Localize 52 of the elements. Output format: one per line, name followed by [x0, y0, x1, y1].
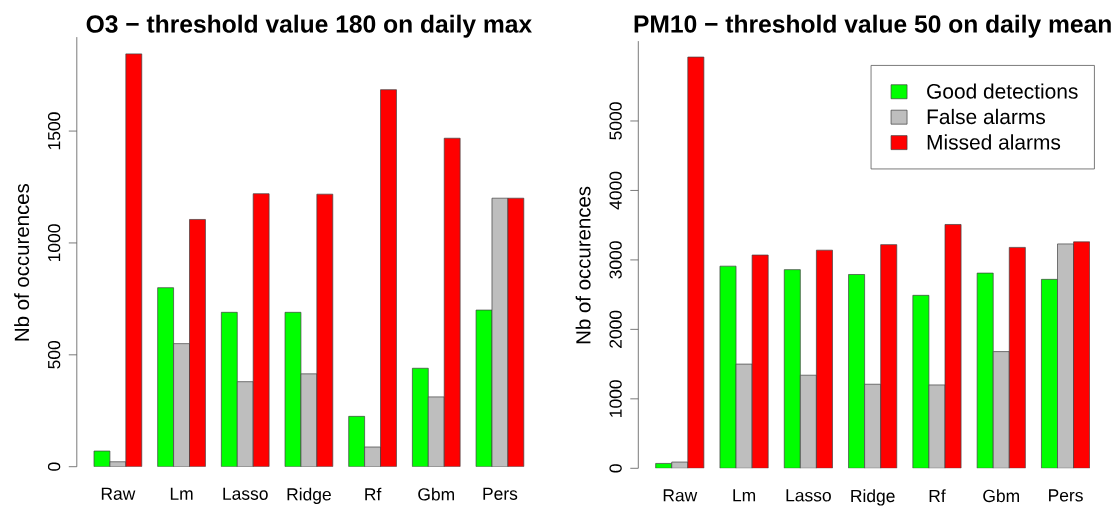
- legend-label: False alarms: [927, 108, 1046, 125]
- bar: [380, 89, 397, 467]
- x-tick-label: Lasso: [223, 487, 268, 500]
- y-tick-label: 4000: [609, 171, 622, 210]
- bar: [427, 396, 445, 467]
- bar: [236, 381, 254, 467]
- bar: [1041, 279, 1058, 469]
- x-tick-label: Rf: [365, 487, 382, 501]
- x-tick-label: Lm: [733, 489, 756, 502]
- bar: [783, 269, 801, 469]
- x-tick-label: Gbm: [983, 489, 1019, 503]
- y-axis-title: Nb of occurences: [575, 186, 591, 344]
- x-tick-label: Raw: [663, 489, 698, 502]
- y-tick-label: 5000: [609, 102, 622, 140]
- x-tick-label: Pers: [483, 487, 518, 500]
- x-tick-label: Pers: [1049, 489, 1083, 502]
- y-tick-label: 0: [47, 462, 61, 471]
- x-tick-label: Lasso: [786, 489, 831, 502]
- bar: [751, 254, 769, 469]
- y-tick-label: 2000: [609, 310, 622, 348]
- bar: [221, 311, 238, 467]
- bar: [880, 244, 898, 469]
- bar: [912, 294, 930, 469]
- x-tick-label: Ridge: [287, 487, 331, 504]
- bar: [173, 343, 190, 467]
- bar: [976, 272, 994, 469]
- bar: [1073, 241, 1090, 469]
- y-tick-label: 1500: [47, 112, 61, 150]
- chart-title: O3 − threshold value 180 on daily max: [86, 14, 532, 38]
- bar: [1008, 247, 1026, 469]
- legend-label: Good detections: [927, 83, 1078, 99]
- y-tick-label: 0: [609, 464, 622, 473]
- bar: [189, 219, 206, 467]
- x-tick-label: Lm: [170, 487, 193, 500]
- x-tick-label: Gbm: [418, 487, 454, 501]
- legend-label: Missed alarms: [927, 134, 1061, 150]
- bar: [348, 416, 365, 467]
- bar: [687, 56, 705, 469]
- bar: [412, 367, 429, 467]
- bar: [816, 249, 833, 469]
- y-tick-label: 1000: [609, 380, 622, 417]
- chart-title: PM10 − threshold value 50 on daily mean: [634, 14, 1111, 38]
- bar: [848, 274, 865, 469]
- x-tick-label: Rf: [929, 489, 946, 502]
- bar: [157, 287, 174, 467]
- bar: [125, 53, 143, 467]
- y-tick-label: 500: [47, 340, 61, 369]
- y-axis-title: Nb of occurences: [14, 183, 30, 341]
- x-tick-label: Ridge: [851, 489, 895, 506]
- y-tick-label: 3000: [609, 241, 622, 279]
- y-tick-label: 1000: [47, 224, 61, 262]
- x-tick-label: Raw: [101, 487, 136, 500]
